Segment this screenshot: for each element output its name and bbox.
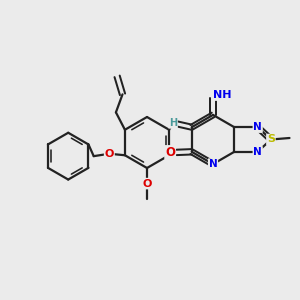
Text: S: S [267, 134, 275, 145]
Text: O: O [142, 178, 152, 189]
Text: H: H [169, 118, 177, 128]
Text: N: N [253, 147, 262, 157]
Text: N: N [208, 159, 217, 169]
Text: O: O [165, 146, 175, 159]
Text: NH: NH [213, 90, 232, 100]
Text: N: N [253, 122, 262, 132]
Text: O: O [105, 149, 114, 159]
